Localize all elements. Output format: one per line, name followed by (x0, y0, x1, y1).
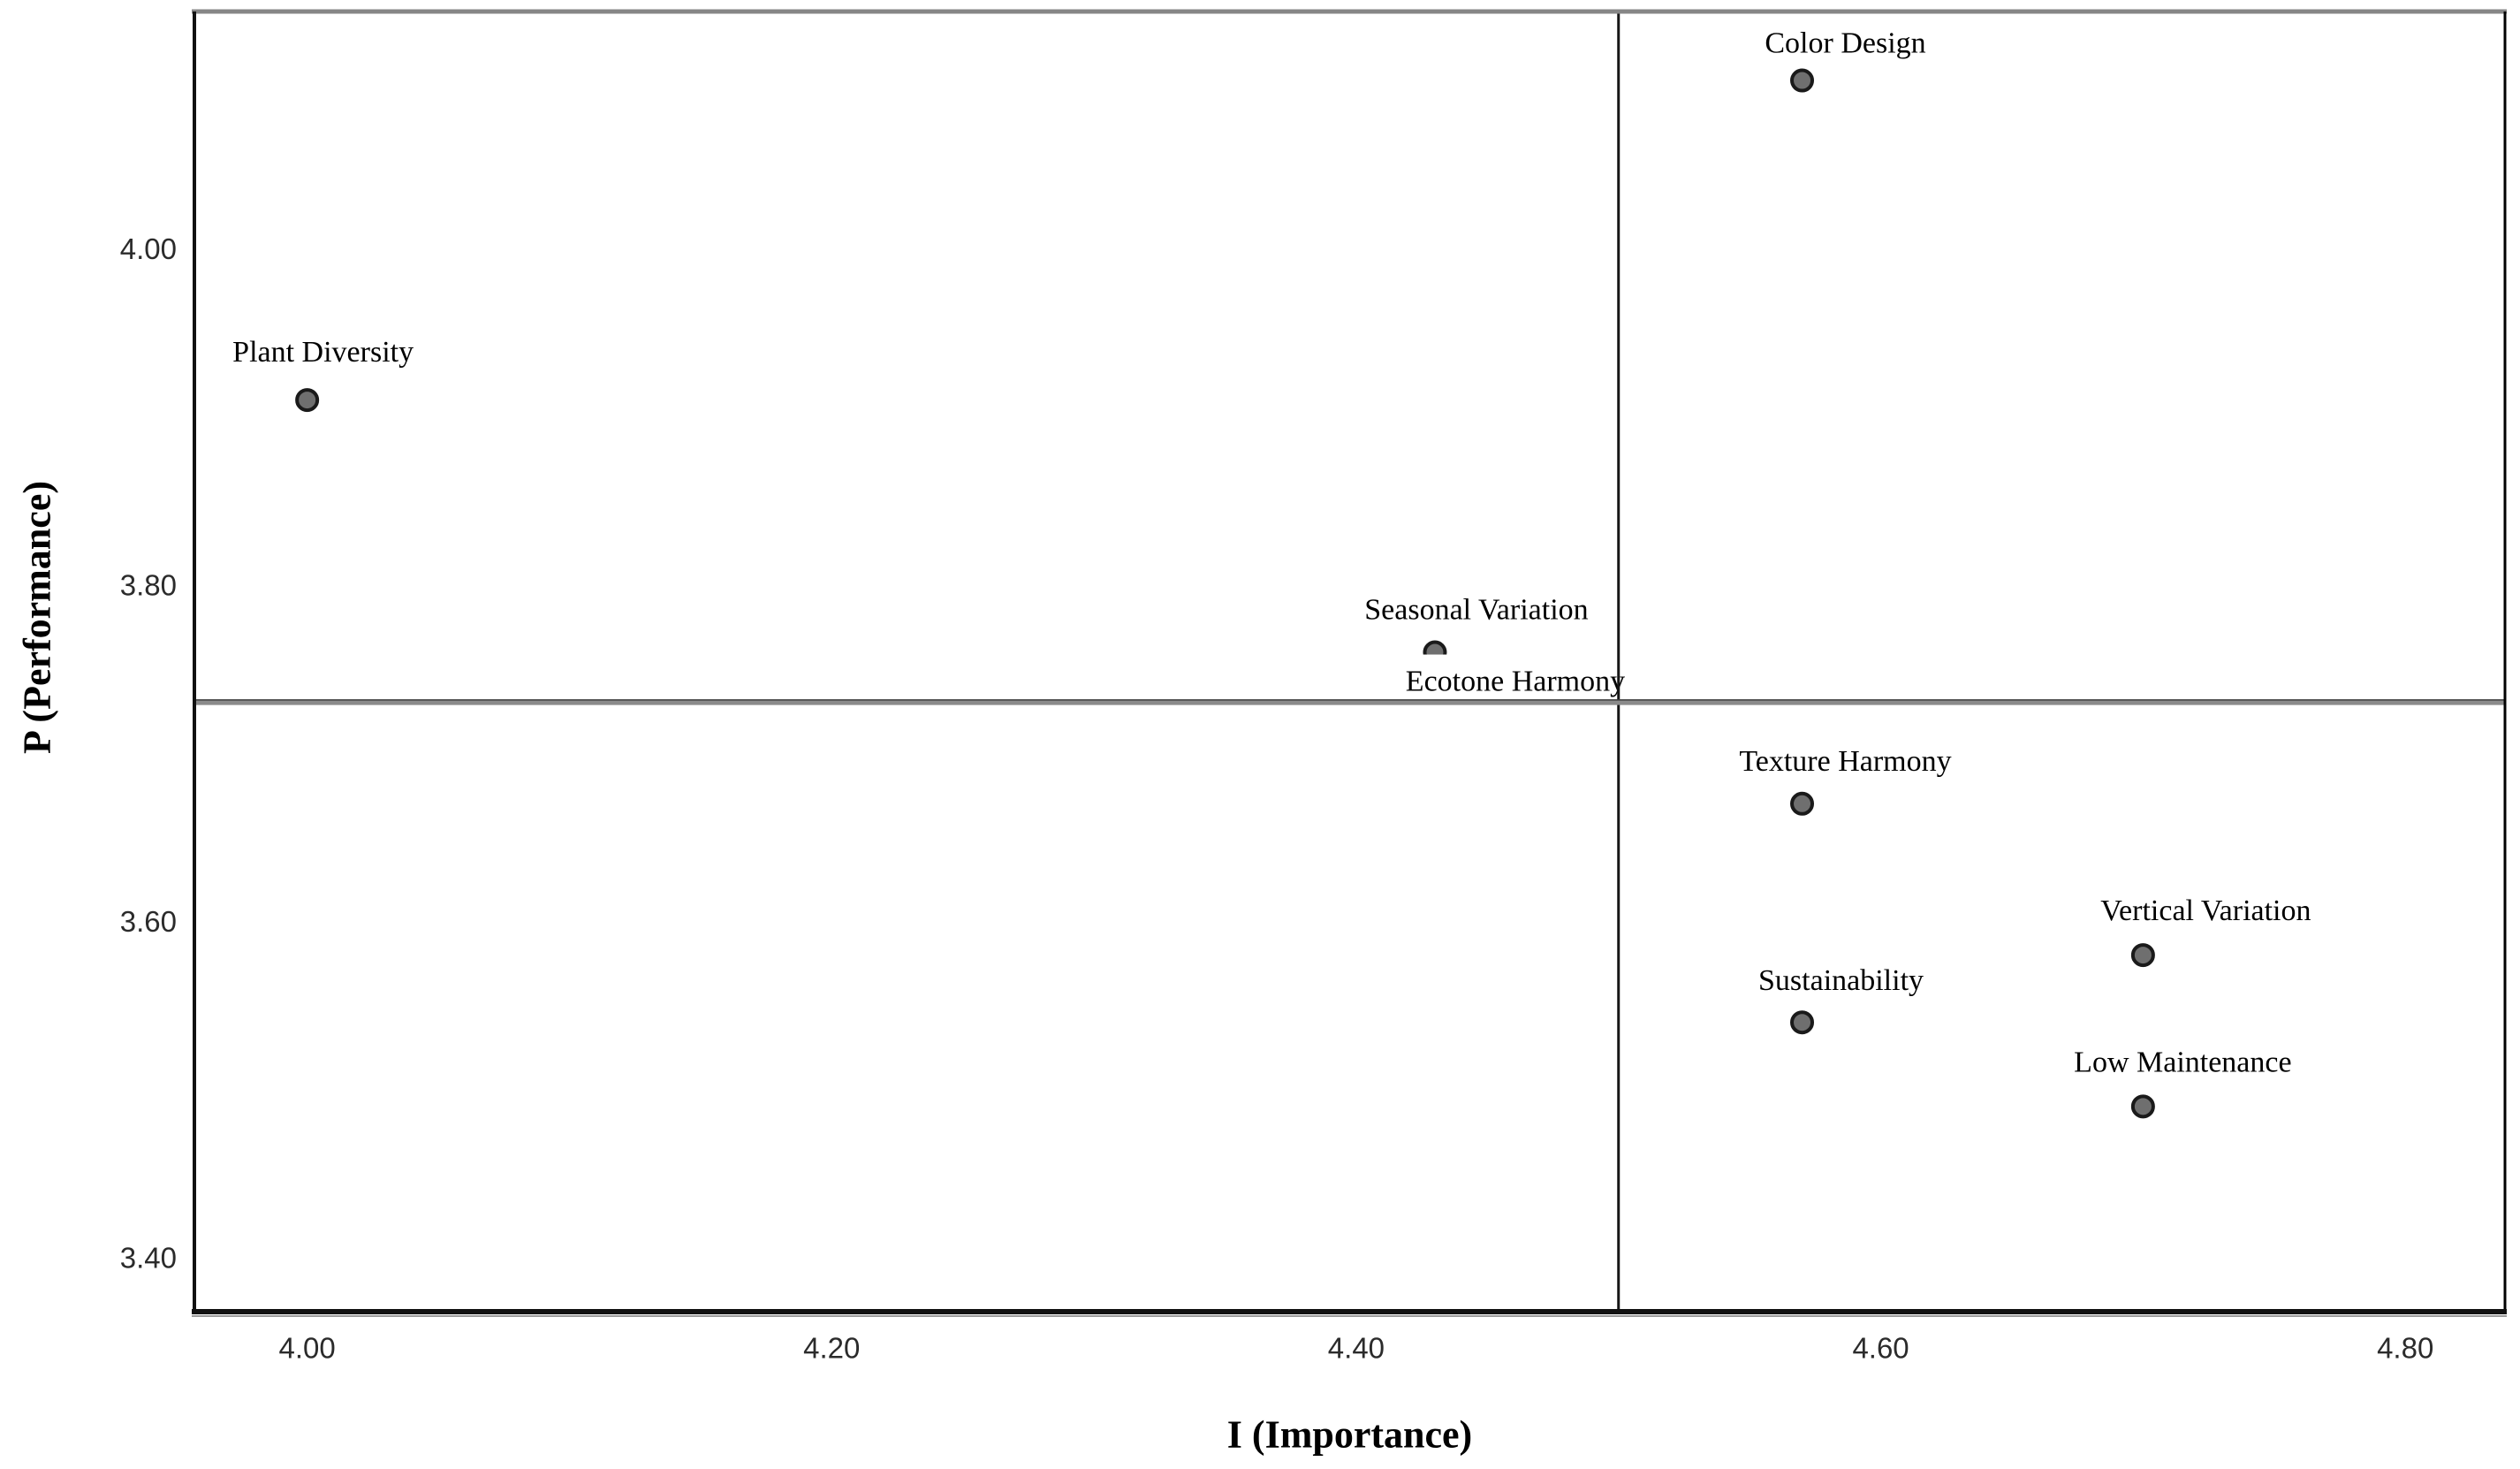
x-tick-label: 4.00 (279, 1332, 336, 1365)
y-tick-label: 3.80 (120, 568, 177, 601)
point-label: Ecotone Harmony (1406, 666, 1625, 698)
point-marker (1790, 68, 1815, 93)
x-tick-label: 4.20 (803, 1332, 860, 1365)
point-marker (2130, 1094, 2155, 1119)
x-axis-ticks: 4.00 4.20 4.40 4.60 4.80 (279, 1332, 2434, 1365)
plot-border (192, 9, 2507, 1317)
point-label: Texture Harmony (1739, 745, 1951, 778)
point-label: Color Design (1765, 27, 1925, 60)
y-axis-ticks: 3.40 3.60 3.80 4.00 (120, 232, 177, 1275)
x-tick-label: 4.40 (1328, 1332, 1385, 1365)
x-tick-label: 4.60 (1852, 1332, 1909, 1365)
point-label: Plant Diversity (232, 336, 414, 369)
point-marker (1790, 1010, 1815, 1035)
point-label: Sustainability (1758, 964, 1924, 997)
point-marker (2130, 943, 2155, 968)
point-label: Vertical Variation (2100, 894, 2311, 927)
reference-lines-layer (194, 11, 2505, 1312)
point-labels-layer: Color Design Plant Diversity Seasonal Vari… (232, 27, 2311, 1079)
x-tick-label: 4.80 (2377, 1332, 2433, 1365)
y-axis-title: P (Performance) (16, 481, 59, 754)
x-axis-title: I (Importance) (1227, 1413, 1472, 1457)
point-marker (1790, 791, 1815, 816)
y-tick-label: 3.40 (120, 1242, 177, 1275)
point-label: Low Maintenance (2074, 1046, 2291, 1078)
point-marker (295, 388, 320, 413)
y-tick-label: 3.60 (120, 905, 177, 938)
data-points-layer (295, 68, 2155, 1119)
y-tick-label: 4.00 (120, 232, 177, 265)
point-label-background (1398, 654, 1633, 702)
point-label: Seasonal Variation (1364, 594, 1588, 627)
